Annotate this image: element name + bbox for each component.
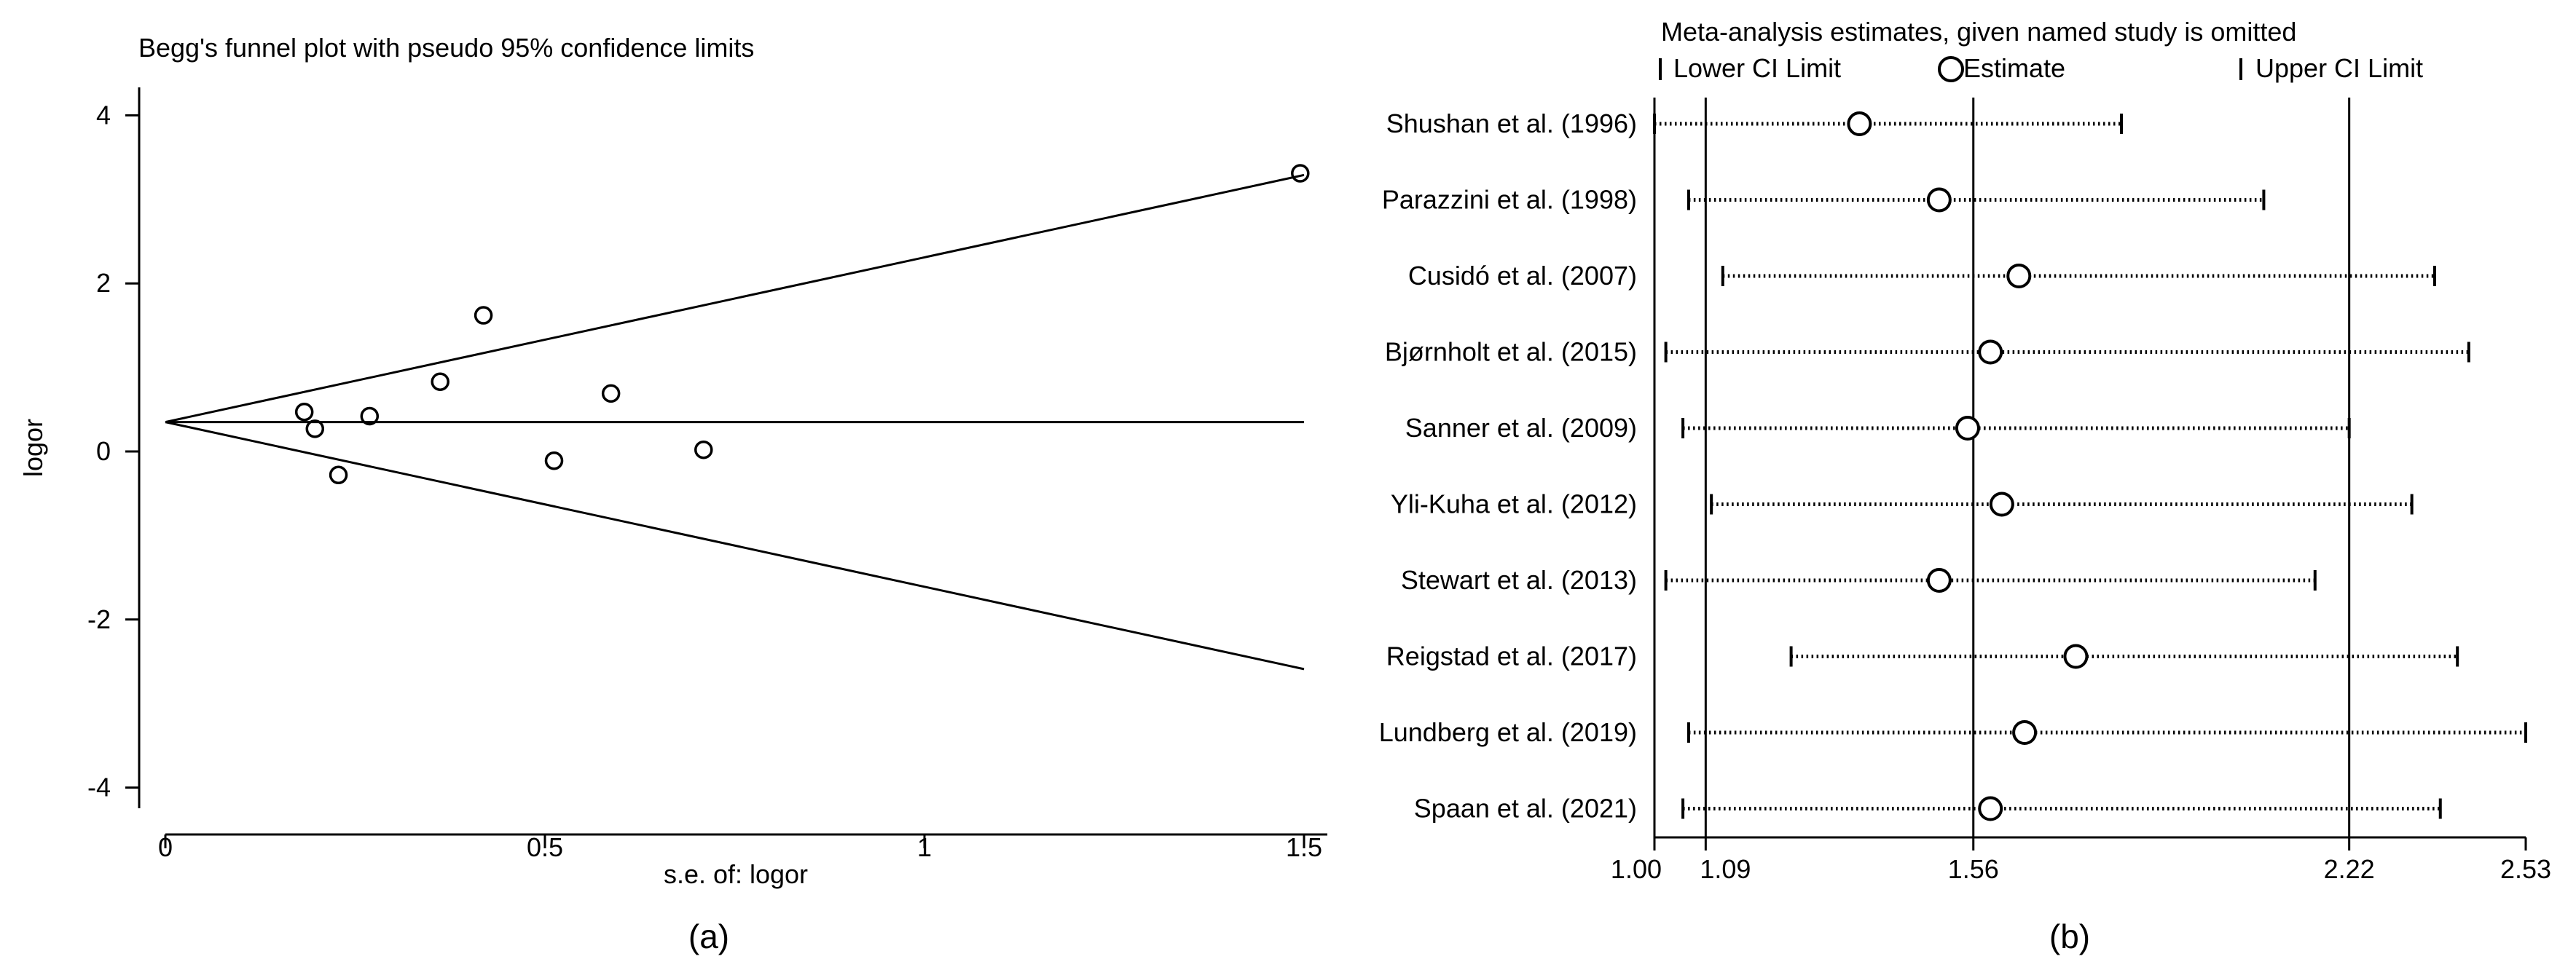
funnel-point — [329, 465, 348, 485]
study-row: Spaan et al. (2021) — [1414, 794, 2442, 824]
influence-x-ticks: 1.00 1.09 1.56 2.22 2.53 — [1611, 837, 2551, 884]
funnel-point — [601, 384, 621, 403]
reference-lines — [1704, 98, 2351, 837]
estimate-marker — [2012, 720, 2038, 745]
study-rows: Shushan et al. (1996) Parazzini et al. (1… — [1379, 108, 2527, 824]
study-label: Sanner et al. (2009) — [1405, 413, 1637, 443]
upper-confidence-limit-line — [165, 173, 1305, 424]
estimate-marker — [2006, 264, 2032, 288]
estimate-marker — [1926, 187, 1952, 213]
study-label: Lundberg et al. (2019) — [1379, 717, 1637, 747]
funnel-y-ticks: 4 2 0 -2 -4 — [87, 100, 139, 802]
influence-x-tick-label: 1.00 — [1611, 854, 1662, 884]
influence-panel-label: (b) — [2049, 917, 2090, 955]
funnel-y-tick-label: -4 — [87, 773, 111, 802]
funnel-x-tick-label: 1.5 — [1286, 832, 1322, 862]
study-row: Stewart et al. (2013) — [1401, 565, 2317, 595]
funnel-x-ticks: 0 0.5 1 1.5 — [158, 832, 1322, 862]
funnel-y-label: logor — [18, 419, 48, 477]
legend-upper-label: Upper CI Limit — [2255, 53, 2423, 83]
lower-confidence-limit-line — [165, 421, 1305, 671]
estimate-marker — [1978, 339, 2003, 365]
study-row: Sanner et al. (2009) — [1405, 413, 2351, 443]
influence-x-tick-label: 2.22 — [2324, 854, 2375, 884]
funnel-point — [360, 406, 380, 426]
estimate-marker — [1847, 111, 1872, 136]
study-row: Reigstad et al. (2017) — [1386, 642, 2459, 671]
funnel-points — [294, 164, 1310, 485]
study-row: Lundberg et al. (2019) — [1379, 717, 2527, 747]
study-label: Parazzini et al. (1998) — [1382, 185, 1637, 215]
estimate-marker — [1926, 568, 1952, 593]
funnel-x-label: s.e. of: logor — [664, 859, 808, 889]
funnel-x-tick-label: 0 — [158, 832, 173, 862]
funnel-lines — [165, 173, 1305, 671]
study-label: Spaan et al. (2021) — [1414, 794, 1637, 824]
influence-title: Meta-analysis estimates, given named stu… — [1661, 17, 2296, 47]
study-row: Shushan et al. (1996) — [1386, 108, 2123, 138]
legend-estimate-marker — [1938, 56, 1964, 82]
estimate-marker — [1989, 492, 2014, 517]
legend-estimate-label: Estimate — [1963, 53, 2065, 83]
funnel-point — [1291, 164, 1310, 183]
study-label: Bjørnholt et al. (2015) — [1385, 337, 1637, 367]
funnel-point — [294, 403, 314, 422]
funnel-y-tick-label: -2 — [87, 604, 111, 634]
study-label: Reigstad et al. (2017) — [1386, 642, 1637, 671]
study-row: Yli-Kuha et al. (2012) — [1391, 489, 2414, 519]
legend: Lower CI Limit Estimate Upper CI Limit — [1659, 53, 2423, 83]
estimate-marker — [1978, 796, 2003, 821]
estimate-marker — [2063, 644, 2089, 669]
funnel-x-tick-label: 1 — [917, 832, 932, 862]
study-label: Stewart et al. (2013) — [1401, 565, 1637, 595]
study-label: Shushan et al. (1996) — [1386, 108, 1637, 138]
funnel-title: Begg's funnel plot with pseudo 95% confi… — [138, 33, 754, 63]
funnel-point — [431, 372, 449, 391]
influence-plot-panel: Meta-analysis estimates, given named stu… — [1379, 17, 2551, 955]
study-label: Yli-Kuha et al. (2012) — [1391, 489, 1637, 519]
funnel-point — [694, 440, 713, 459]
funnel-y-tick-label: 2 — [96, 268, 111, 298]
study-row: Cusidó et al. (2007) — [1408, 261, 2436, 291]
funnel-y-tick-label: 0 — [96, 436, 111, 466]
study-row: Bjørnholt et al. (2015) — [1385, 337, 2470, 367]
funnel-plot-panel: Begg's funnel plot with pseudo 95% confi… — [18, 33, 1327, 955]
estimate-marker — [1955, 416, 1980, 441]
study-row: Parazzini et al. (1998) — [1382, 185, 2266, 215]
influence-x-tick-label: 1.09 — [1700, 854, 1751, 884]
funnel-panel-label: (a) — [688, 917, 729, 955]
funnel-x-tick-label: 0.5 — [527, 832, 563, 862]
funnel-point — [474, 306, 493, 325]
funnel-point — [305, 419, 325, 438]
funnel-point — [544, 451, 564, 470]
funnel-y-tick-label: 4 — [96, 100, 111, 130]
study-label: Cusidó et al. (2007) — [1408, 261, 1637, 291]
legend-lower-label: Lower CI Limit — [1673, 53, 1841, 83]
influence-x-tick-label: 1.56 — [1948, 854, 1999, 884]
influence-x-tick-label: 2.53 — [2500, 854, 2551, 884]
